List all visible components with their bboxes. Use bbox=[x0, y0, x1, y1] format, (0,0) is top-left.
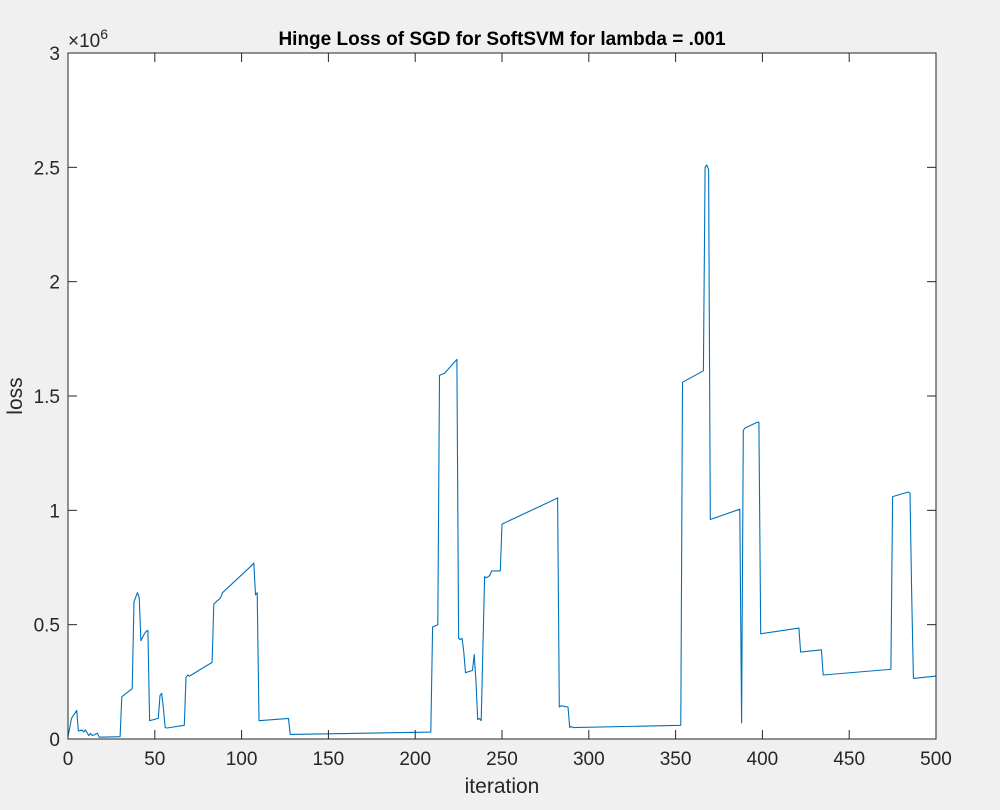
y-tick-label: 1 bbox=[49, 501, 60, 522]
y-tick-label: 2 bbox=[49, 273, 60, 294]
y-axis-label: loss bbox=[4, 377, 27, 414]
y-exponent-power: 6 bbox=[100, 26, 108, 42]
y-tick-label: 0 bbox=[49, 730, 60, 751]
x-tick-label: 500 bbox=[920, 749, 952, 770]
x-tick-label: 200 bbox=[399, 749, 431, 770]
x-tick-label: 100 bbox=[226, 749, 258, 770]
ticks-layer: 0 50 100 150 200 250 300 350 400 450 500 0 0.5 1 1.5 2 2… bbox=[34, 44, 952, 770]
y-tick-label: 0.5 bbox=[34, 616, 60, 637]
y-tick-label: 1.5 bbox=[34, 387, 60, 408]
x-tick-label: 350 bbox=[660, 749, 692, 770]
y-exponent: ×106 bbox=[68, 26, 108, 52]
x-tick-label: 250 bbox=[486, 749, 518, 770]
plot-area bbox=[68, 53, 936, 739]
x-tick-label: 300 bbox=[573, 749, 605, 770]
series-layer bbox=[67, 164, 937, 738]
series-line bbox=[67, 164, 937, 738]
y-tick-label: 2.5 bbox=[34, 158, 60, 179]
x-tick-label: 0 bbox=[63, 749, 74, 770]
y-exponent-base: ×10 bbox=[68, 31, 100, 52]
x-axis-label: iteration bbox=[465, 775, 540, 798]
x-tick-label: 450 bbox=[833, 749, 865, 770]
x-tick-label: 150 bbox=[313, 749, 345, 770]
chart-title: Hinge Loss of SGD for SoftSVM for lambda… bbox=[278, 29, 726, 50]
x-tick-label: 400 bbox=[747, 749, 779, 770]
y-tick-label: 3 bbox=[49, 44, 60, 65]
x-tick-label: 50 bbox=[144, 749, 165, 770]
